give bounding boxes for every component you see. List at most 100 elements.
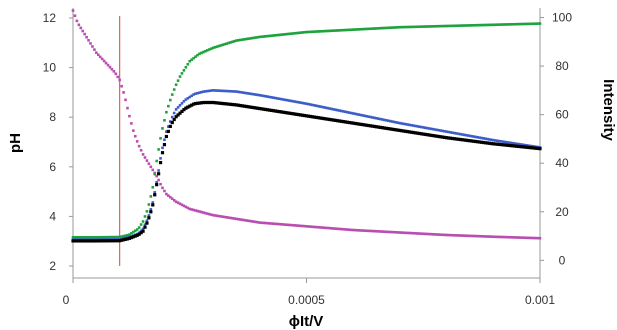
data-point-blue xyxy=(383,118,386,122)
data-point-black xyxy=(250,105,254,109)
data-point-black xyxy=(277,110,281,114)
data-point-magenta xyxy=(375,229,378,233)
data-point-black xyxy=(120,238,124,242)
data-point-black xyxy=(287,111,291,115)
data-point-green xyxy=(168,98,172,102)
data-point-black xyxy=(507,143,511,148)
data-point-black xyxy=(139,231,143,235)
data-point-magenta xyxy=(200,210,203,214)
data-point-black xyxy=(186,105,190,109)
data-point-blue xyxy=(346,110,349,114)
data-point-green xyxy=(392,26,396,29)
data-point-blue xyxy=(219,89,223,93)
data-point-magenta xyxy=(519,236,522,239)
data-point-green xyxy=(71,235,75,239)
data-point-magenta xyxy=(297,224,301,227)
data-point-green xyxy=(112,235,116,239)
data-point-green xyxy=(316,30,320,33)
data-point-blue xyxy=(507,141,511,144)
data-point-black xyxy=(326,117,330,121)
data-point-magenta xyxy=(499,235,503,239)
data-point-magenta xyxy=(357,229,361,232)
data-point-magenta xyxy=(159,182,162,186)
data-point-magenta xyxy=(523,236,526,240)
data-point-green xyxy=(276,33,279,37)
data-point-black xyxy=(190,103,194,107)
data-point-green xyxy=(307,30,310,34)
data-point-magenta xyxy=(429,232,433,236)
data-point-blue xyxy=(279,97,283,101)
data-point-green xyxy=(180,72,184,75)
data-point-magenta xyxy=(293,224,297,227)
data-point-green xyxy=(408,25,411,29)
data-point-magenta xyxy=(133,134,137,138)
data-point-magenta xyxy=(472,234,476,238)
data-point-blue xyxy=(297,100,301,104)
data-point-magenta xyxy=(353,228,357,232)
data-point-green xyxy=(359,27,363,31)
data-point-black xyxy=(417,131,421,136)
data-point-blue xyxy=(509,141,513,145)
data-point-black xyxy=(123,237,128,241)
data-point-magenta xyxy=(379,230,382,233)
data-point-blue xyxy=(322,106,326,109)
data-point-black xyxy=(462,138,466,142)
data-point-magenta xyxy=(322,226,326,230)
data-point-blue xyxy=(223,89,227,93)
data-point-green xyxy=(235,39,238,42)
data-point-blue xyxy=(213,89,217,92)
data-point-blue xyxy=(373,116,376,120)
data-point-blue xyxy=(367,115,371,118)
data-point-magenta xyxy=(254,220,258,224)
data-point-green xyxy=(425,25,429,28)
data-point-blue xyxy=(252,93,256,96)
data-point-black xyxy=(178,111,182,115)
data-point-black xyxy=(85,239,89,243)
data-point-black xyxy=(443,135,447,140)
data-point-blue xyxy=(527,144,530,147)
data-point-green xyxy=(437,24,441,28)
data-point-green xyxy=(396,26,400,29)
data-point-black xyxy=(100,239,104,243)
data-point-magenta xyxy=(394,231,398,234)
data-point-blue xyxy=(394,121,398,124)
data-point-magenta xyxy=(204,211,207,215)
data-point-black xyxy=(441,135,445,139)
data-point-blue xyxy=(307,102,310,106)
data-point-blue xyxy=(365,114,369,118)
data-point-green xyxy=(484,23,487,27)
data-point-green xyxy=(178,75,182,78)
data-point-magenta xyxy=(192,208,195,212)
data-point-magenta xyxy=(484,235,487,238)
data-point-magenta xyxy=(404,231,408,235)
data-point-magenta xyxy=(132,129,135,132)
chart-axes xyxy=(69,8,544,283)
data-point-blue xyxy=(163,138,166,142)
data-point-magenta xyxy=(104,61,108,65)
data-point-black xyxy=(392,127,396,132)
data-point-green xyxy=(451,24,454,28)
data-point-green xyxy=(205,49,209,52)
y-tick-label: 2 xyxy=(49,259,56,273)
data-point-magenta xyxy=(178,202,182,206)
data-point-blue xyxy=(277,97,281,101)
data-point-magenta xyxy=(167,194,170,197)
data-point-green xyxy=(460,24,464,27)
data-point-magenta xyxy=(250,220,254,223)
data-point-black xyxy=(114,239,118,243)
data-point-black xyxy=(104,239,108,243)
data-point-green xyxy=(488,23,491,27)
data-point-magenta xyxy=(503,235,507,239)
data-point-green xyxy=(369,27,373,31)
data-point-blue xyxy=(258,93,262,97)
data-point-magenta xyxy=(418,232,421,235)
data-point-magenta xyxy=(425,232,429,236)
data-point-green xyxy=(233,39,236,43)
data-point-green xyxy=(244,37,248,41)
data-point-blue xyxy=(404,122,408,126)
data-point-black xyxy=(264,107,268,112)
data-point-magenta xyxy=(71,9,75,12)
y-axis-title: pH xyxy=(7,133,24,153)
data-point-magenta xyxy=(172,198,176,202)
data-point-green xyxy=(373,27,376,30)
